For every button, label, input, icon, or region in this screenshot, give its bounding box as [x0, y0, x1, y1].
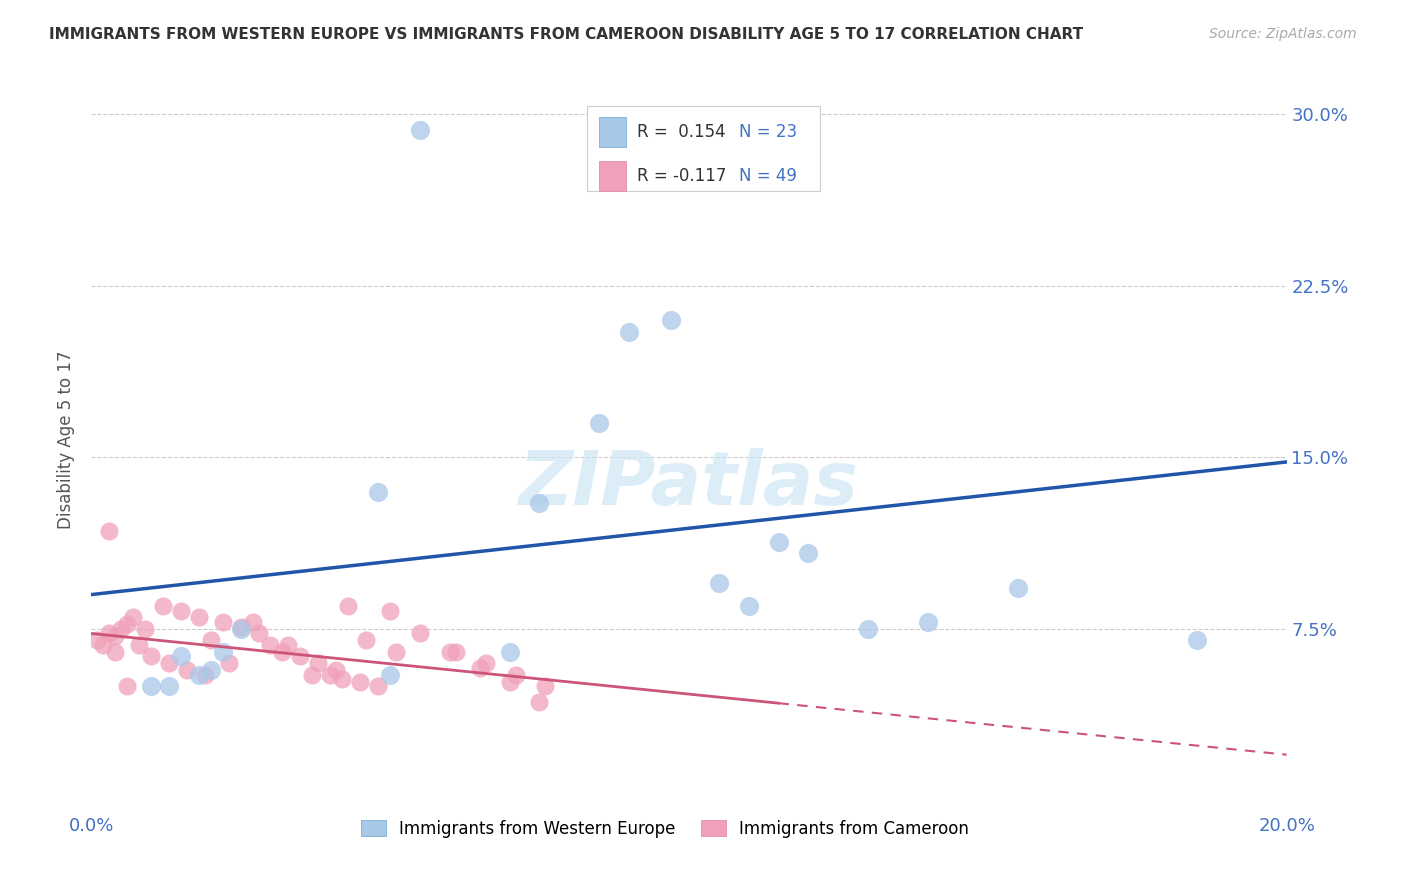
Point: [707, 576, 730, 591]
Point: [439, 645, 461, 659]
Bar: [599, 117, 626, 146]
Point: [337, 599, 360, 613]
Point: [534, 679, 557, 693]
Point: [271, 645, 294, 659]
Point: [157, 657, 180, 671]
Point: [505, 667, 527, 681]
Text: IMMIGRANTS FROM WESTERN EUROPE VS IMMIGRANTS FROM CAMEROON DISABILITY AGE 5 TO 1: IMMIGRANTS FROM WESTERN EUROPE VS IMMIGR…: [49, 27, 1084, 42]
Point: [330, 672, 353, 686]
Point: [218, 657, 240, 671]
Point: [91, 638, 114, 652]
Point: [157, 679, 180, 693]
Point: [409, 626, 432, 640]
Point: [349, 674, 371, 689]
Point: [176, 663, 198, 677]
Text: R =  0.154: R = 0.154: [637, 123, 725, 141]
Point: [259, 638, 281, 652]
Point: [98, 626, 121, 640]
Point: [104, 645, 127, 659]
Point: [797, 546, 820, 560]
Point: [444, 645, 467, 659]
Point: [474, 657, 496, 671]
Point: [498, 674, 520, 689]
Point: [917, 615, 939, 629]
Text: R = -0.117: R = -0.117: [637, 168, 727, 186]
Point: [307, 657, 329, 671]
Point: [617, 325, 640, 339]
Point: [170, 604, 193, 618]
Bar: [599, 161, 626, 191]
Y-axis label: Disability Age 5 to 17: Disability Age 5 to 17: [58, 351, 75, 530]
Point: [247, 626, 270, 640]
Point: [134, 622, 156, 636]
Point: [211, 645, 233, 659]
Point: [152, 599, 174, 613]
Point: [737, 599, 759, 613]
Point: [529, 496, 551, 510]
Point: [242, 615, 264, 629]
Point: [378, 604, 401, 618]
Point: [115, 679, 138, 693]
Text: N = 23: N = 23: [740, 123, 797, 141]
Point: [277, 638, 299, 652]
Point: [768, 535, 790, 549]
Point: [104, 629, 127, 643]
Point: [139, 649, 162, 664]
Point: [409, 123, 432, 137]
Point: [86, 633, 108, 648]
Point: [354, 633, 377, 648]
Point: [290, 649, 312, 664]
Point: [856, 622, 879, 636]
Text: Source: ZipAtlas.com: Source: ZipAtlas.com: [1209, 27, 1357, 41]
Point: [498, 645, 520, 659]
Point: [1007, 581, 1029, 595]
Point: [187, 610, 209, 624]
Point: [211, 615, 233, 629]
Text: ZIPatlas: ZIPatlas: [519, 449, 859, 521]
Point: [139, 679, 162, 693]
FancyBboxPatch shape: [588, 105, 820, 191]
Point: [367, 679, 389, 693]
Point: [122, 610, 145, 624]
Point: [98, 524, 121, 538]
Text: N = 49: N = 49: [740, 168, 797, 186]
Point: [367, 484, 389, 499]
Point: [529, 695, 551, 709]
Legend: Immigrants from Western Europe, Immigrants from Cameroon: Immigrants from Western Europe, Immigran…: [354, 814, 976, 845]
Point: [301, 667, 323, 681]
Point: [170, 649, 193, 664]
Point: [378, 667, 401, 681]
Point: [229, 622, 252, 636]
Point: [200, 633, 222, 648]
Point: [110, 622, 132, 636]
Point: [200, 663, 222, 677]
Point: [325, 663, 347, 677]
Point: [229, 619, 252, 633]
Point: [588, 416, 610, 430]
Point: [1185, 633, 1208, 648]
Point: [319, 667, 342, 681]
Point: [194, 667, 217, 681]
Point: [115, 617, 138, 632]
Point: [659, 313, 682, 327]
Point: [468, 661, 491, 675]
Point: [128, 638, 150, 652]
Point: [187, 667, 209, 681]
Point: [385, 645, 408, 659]
